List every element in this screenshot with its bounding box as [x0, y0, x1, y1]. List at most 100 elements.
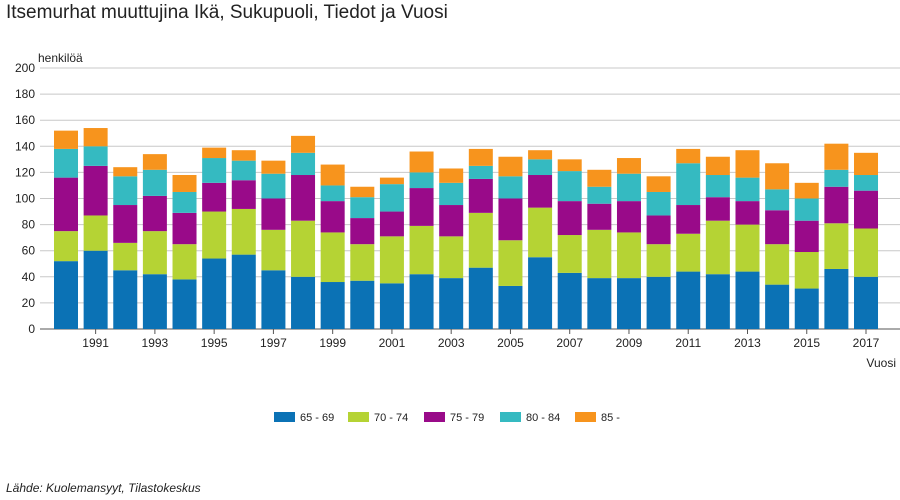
bar-segment-2009-s4 — [616, 158, 641, 174]
bar-segment-2008-s3 — [587, 186, 612, 204]
bar-segment-2000-s0 — [350, 280, 375, 329]
bar-segment-1991-s3 — [83, 146, 108, 166]
bar-segment-1990-s4 — [54, 130, 78, 149]
legend-label: 75 - 79 — [450, 412, 484, 424]
bar-segment-1996-s3 — [231, 160, 256, 181]
bar-segment-1996-s1 — [231, 208, 256, 255]
bar-segment-2009-s2 — [616, 201, 641, 233]
bar-segment-2013-s3 — [735, 177, 760, 202]
bar-segment-2014-s4 — [765, 163, 790, 190]
bar-stack-2012 — [705, 156, 730, 329]
bar-stack-1992 — [113, 167, 138, 329]
bar-segment-2012-s0 — [705, 274, 730, 329]
bar-segment-2014-s3 — [765, 189, 790, 211]
bar-segment-1992-s2 — [113, 205, 138, 243]
legend-swatch — [424, 412, 445, 422]
bar-segment-1998-s0 — [291, 276, 316, 329]
bar-segment-2006-s0 — [528, 257, 553, 329]
bar-segment-2017-s0 — [854, 276, 879, 329]
bar-segment-2016-s1 — [824, 223, 849, 269]
bar-segment-2016-s3 — [824, 169, 849, 187]
bar-segment-1998-s1 — [291, 220, 316, 277]
y-axis-label: henkilöä — [38, 51, 83, 65]
x-tick-label: 1995 — [201, 336, 228, 350]
bar-segment-1992-s3 — [113, 176, 138, 206]
bar-segment-2013-s0 — [735, 271, 760, 329]
bar-segment-2004-s3 — [468, 165, 493, 179]
bar-segment-1993-s4 — [142, 154, 167, 170]
bar-segment-2004-s0 — [468, 267, 493, 329]
legend-swatch — [348, 412, 369, 422]
bar-stack-1991 — [83, 128, 108, 329]
x-tick-label: 2013 — [734, 336, 761, 350]
bar-segment-2002-s4 — [409, 151, 434, 173]
bar-segment-2002-s2 — [409, 188, 434, 226]
x-tick-label: 1999 — [319, 336, 346, 350]
bar-segment-1997-s1 — [261, 229, 286, 271]
bar-segment-1994-s4 — [172, 175, 197, 192]
bar-segment-2016-s2 — [824, 186, 849, 224]
y-tick-label: 0 — [28, 322, 35, 336]
bar-segment-2000-s2 — [350, 218, 375, 245]
legend-swatch — [575, 412, 596, 422]
bar-segment-1995-s0 — [202, 258, 227, 329]
bar-segment-2006-s3 — [528, 159, 553, 176]
bar-segment-1999-s0 — [320, 282, 345, 329]
bar-segment-2017-s2 — [854, 190, 879, 229]
bar-segment-1994-s3 — [172, 191, 197, 213]
bar-segment-2007-s3 — [557, 171, 582, 202]
y-tick-label: 180 — [15, 87, 35, 101]
bar-stack-1998 — [291, 135, 316, 329]
bar-segment-1995-s3 — [202, 158, 227, 183]
bar-segment-2009-s1 — [616, 232, 641, 279]
x-tick-label: 2007 — [556, 336, 583, 350]
source-note: Lähde: Kuolemansyyt, Tilastokeskus — [6, 481, 201, 495]
bar-segment-1996-s0 — [231, 254, 256, 329]
bar-stack-2016 — [824, 143, 849, 329]
bar-segment-2005-s3 — [498, 176, 523, 199]
bar-segment-1992-s4 — [113, 167, 138, 177]
bar-segment-2011-s4 — [676, 148, 701, 164]
bar-stack-1993 — [142, 154, 167, 329]
bar-segment-2011-s0 — [676, 271, 701, 329]
legend-label: 80 - 84 — [526, 412, 560, 424]
y-tick-label: 200 — [15, 61, 35, 75]
bar-segment-2000-s4 — [350, 186, 375, 198]
bar-stack-2013 — [735, 150, 760, 329]
bar-stack-2001 — [379, 177, 404, 329]
legend: 65 - 69 70 - 74 75 - 79 80 - 84 85 - — [274, 412, 620, 424]
bar-segment-2003-s2 — [439, 205, 464, 237]
bar-segment-1992-s0 — [113, 270, 138, 329]
x-tick-label: 2015 — [793, 336, 820, 350]
bar-segment-2015-s4 — [794, 182, 819, 199]
bar-segment-1991-s0 — [83, 250, 108, 329]
bar-segment-2007-s1 — [557, 235, 582, 273]
bar-segment-2001-s4 — [379, 177, 404, 185]
bar-segment-1991-s4 — [83, 128, 108, 147]
y-tick-label: 140 — [15, 139, 35, 153]
y-tick-label: 40 — [22, 270, 36, 284]
bar-segment-1991-s2 — [83, 165, 108, 216]
bar-segment-1993-s3 — [142, 169, 167, 196]
bar-segment-2014-s2 — [765, 210, 790, 245]
bar-segment-1990-s1 — [54, 231, 78, 262]
bar-stack-2007 — [557, 159, 582, 329]
bar-stack-2009 — [616, 158, 641, 329]
bar-segment-2017-s4 — [854, 152, 879, 176]
bar-segment-2010-s4 — [646, 176, 671, 192]
bar-segment-1992-s1 — [113, 242, 138, 271]
bar-segment-2008-s4 — [587, 169, 612, 187]
bar-segment-1991-s1 — [83, 215, 108, 251]
legend-label: 65 - 69 — [300, 412, 334, 424]
legend-item-2: 75 - 79 — [424, 412, 484, 424]
bar-segment-2016-s4 — [824, 143, 849, 170]
x-tick-label: 2001 — [379, 336, 406, 350]
bar-segment-1995-s4 — [202, 147, 227, 159]
bar-stack-2002 — [409, 151, 434, 329]
bar-segment-2007-s4 — [557, 159, 582, 172]
bar-segment-2005-s1 — [498, 240, 523, 286]
bar-segment-1995-s2 — [202, 182, 227, 212]
bar-segment-2005-s4 — [498, 156, 523, 177]
bar-segment-1993-s1 — [142, 231, 167, 275]
bar-segment-2004-s1 — [468, 212, 493, 268]
